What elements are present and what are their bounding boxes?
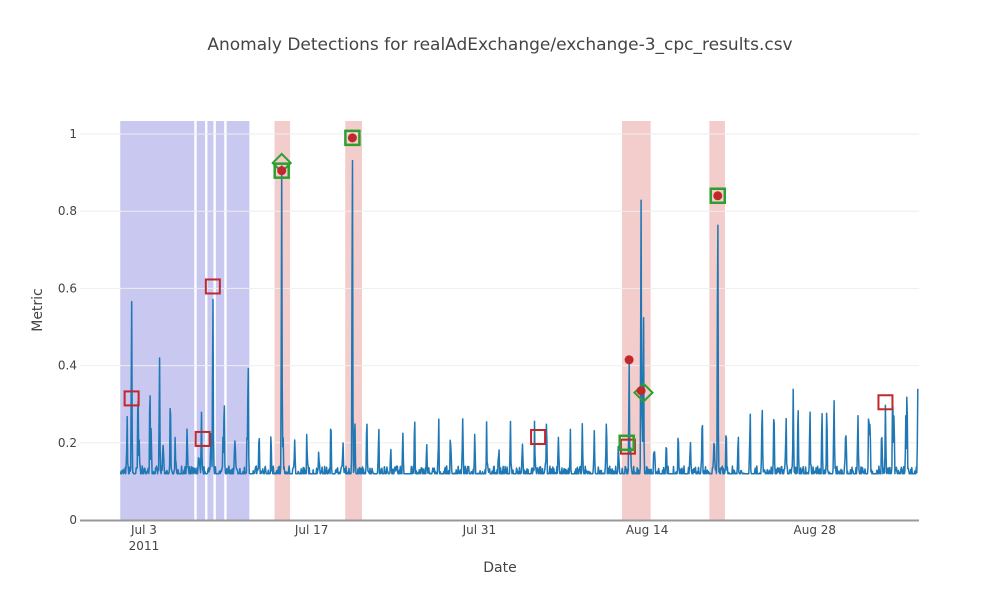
x-axis-label: Date xyxy=(483,560,516,576)
series-line xyxy=(119,159,919,475)
probation-band xyxy=(207,121,214,520)
x-tick-label: Jul 17 xyxy=(294,523,329,537)
x-tick-label: Jul 31 xyxy=(462,523,497,537)
shaded-regions xyxy=(120,121,725,520)
probation-band xyxy=(215,121,225,520)
true-positive-marker xyxy=(273,162,290,179)
y-tick-label: 0.8 xyxy=(58,204,77,218)
y-tick-label: 0 xyxy=(69,513,77,527)
y-tick-label: 0.6 xyxy=(58,281,77,295)
x-tick-label: Jul 3 xyxy=(130,523,157,537)
y-tick-label: 0.4 xyxy=(58,359,77,373)
series-layer xyxy=(119,159,919,475)
markers-layer xyxy=(123,129,894,455)
x-tick-label: Aug 14 xyxy=(626,523,669,537)
y-tick-label: 1 xyxy=(69,127,77,141)
label-point xyxy=(347,133,357,143)
false-positive-marker xyxy=(194,430,211,447)
label-point xyxy=(636,386,646,396)
y-tick-label: 0.2 xyxy=(58,436,77,450)
true-positive-marker xyxy=(618,434,635,452)
false-positive-marker xyxy=(877,394,894,411)
label-point xyxy=(277,166,287,176)
x-tick-label: Aug 28 xyxy=(794,523,837,537)
false-positive-marker xyxy=(123,390,140,407)
chart-title: Anomaly Detections for realAdExchange/ex… xyxy=(207,35,792,55)
anomaly-window xyxy=(621,121,651,520)
gridlines xyxy=(80,133,919,444)
true-positive-marker xyxy=(344,129,361,147)
probation-band xyxy=(226,121,250,520)
true-positive-marker xyxy=(709,187,727,205)
anomaly-window xyxy=(345,121,362,520)
label-point xyxy=(624,355,634,365)
y-tick-labels: 0 0.2 0.4 0.6 0.8 1 xyxy=(58,127,77,527)
false-positive-marker xyxy=(530,429,547,446)
y-axis-label: Metric xyxy=(30,288,46,332)
x-tick-sublabel: 2011 xyxy=(129,539,160,553)
x-tick-labels: Jul 3 2011 Jul 17 Jul 31 Aug 14 Aug 28 xyxy=(129,523,836,553)
probation-band xyxy=(196,121,206,520)
label-point xyxy=(713,191,723,201)
false-positive-marker xyxy=(204,278,221,295)
